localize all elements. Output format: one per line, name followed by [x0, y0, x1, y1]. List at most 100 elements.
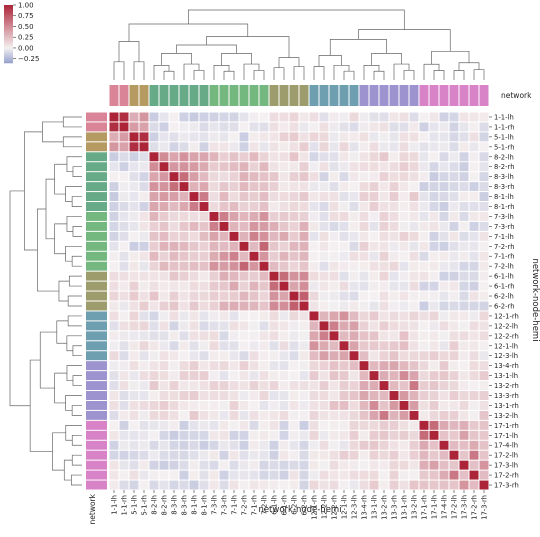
- heatmap-cell: [299, 142, 309, 152]
- heatmap-cell: [259, 400, 269, 410]
- column-tick-label: 7-1-lh: [231, 495, 239, 515]
- heatmap-cell: [369, 430, 379, 440]
- heatmap-cell: [159, 152, 169, 162]
- heatmap-cell: [339, 391, 349, 400]
- heatmap-cell: [179, 321, 189, 331]
- heatmap-cell: [159, 391, 169, 400]
- heatmap-cell: [429, 251, 439, 261]
- heatmap-cell: [129, 182, 139, 192]
- heatmap-cell: [109, 122, 119, 132]
- heatmap-cell: [129, 132, 139, 142]
- heatmap-cell: [159, 192, 169, 202]
- heatmap-cell: [109, 460, 119, 470]
- heatmap-cell: [149, 460, 159, 470]
- heatmap-cell: [179, 112, 189, 122]
- column-tick-label: 7-3-rh: [221, 495, 229, 516]
- heatmap-cell: [149, 271, 159, 281]
- colorbar-segment: [4, 54, 13, 56]
- heatmap-cell: [349, 152, 359, 162]
- colorbar-segment: [4, 51, 13, 53]
- heatmap-cell: [229, 361, 239, 371]
- heatmap-cell: [359, 251, 369, 261]
- heatmap-cell: [189, 281, 199, 291]
- heatmap-cell: [419, 301, 429, 311]
- heatmap-cell: [379, 291, 389, 301]
- heatmap-cell: [379, 211, 389, 221]
- heatmap-cell: [339, 112, 349, 122]
- heatmap-cell: [249, 202, 259, 211]
- heatmap-cell: [139, 460, 149, 470]
- heatmap-cell: [479, 162, 489, 172]
- heatmap-cell: [379, 281, 389, 291]
- heatmap-cell: [139, 221, 149, 231]
- heatmap-cell: [479, 271, 489, 281]
- heatmap-cell: [389, 251, 399, 261]
- heatmap-cell: [399, 182, 409, 192]
- heatmap-cell: [179, 301, 189, 311]
- heatmap-cell: [259, 341, 269, 351]
- heatmap-cell: [159, 301, 169, 311]
- heatmap-cell: [179, 381, 189, 391]
- heatmap-cell: [389, 371, 399, 381]
- column-tick-label: 12-1-rh: [311, 495, 319, 520]
- heatmap-cell: [119, 162, 129, 172]
- heatmap-cell: [129, 251, 139, 261]
- heatmap-cell: [319, 251, 329, 261]
- heatmap-cell: [459, 321, 469, 331]
- heatmap-cell: [359, 182, 369, 192]
- heatmap-cell: [289, 311, 299, 321]
- heatmap-cell: [229, 221, 239, 231]
- row-network-cell: [86, 440, 107, 450]
- dendrogram-link: [371, 53, 402, 66]
- row-network-cell: [86, 291, 107, 301]
- heatmap-cell: [169, 261, 179, 271]
- heatmap-cell: [279, 182, 289, 192]
- heatmap-cell: [369, 202, 379, 211]
- colorbar-segment: [4, 15, 13, 17]
- heatmap-cell: [329, 311, 339, 321]
- heatmap-cell: [169, 182, 179, 192]
- heatmap-cell: [349, 430, 359, 440]
- heatmap-cell: [199, 132, 209, 142]
- heatmap-cell: [289, 142, 299, 152]
- row-dendrogram: [9, 116, 82, 486]
- heatmap-cell: [269, 440, 279, 450]
- column-tick-label: 8-2-rh: [161, 495, 169, 516]
- heatmap-cell: [229, 271, 239, 281]
- colorbar-tick-label: 0.00: [18, 44, 34, 52]
- row-tick-label: 7-2-rh: [494, 243, 515, 251]
- heatmap-cell: [319, 400, 329, 410]
- row-tick-label: 7-1-rh: [494, 253, 515, 261]
- dendrogram-link: [453, 70, 465, 80]
- column-tick-label: 17-3-rh: [481, 495, 489, 520]
- heatmap-cell: [379, 231, 389, 241]
- heatmap-cell: [139, 301, 149, 311]
- heatmap-cell: [459, 231, 469, 241]
- heatmap-cell: [359, 271, 369, 281]
- heatmap-cell: [259, 241, 269, 251]
- colorbar-segment: [4, 24, 13, 26]
- colorbar-segment: [4, 26, 13, 28]
- heatmap-cell: [199, 311, 209, 321]
- heatmap-cell: [209, 410, 219, 420]
- dendrogram-link: [71, 474, 82, 486]
- heatmap-cell: [249, 132, 259, 142]
- heatmap-cell: [479, 361, 489, 371]
- heatmap-cell: [309, 132, 319, 142]
- heatmap-cell: [199, 410, 209, 420]
- dendrogram-link: [45, 178, 55, 240]
- colorbar-segment: [4, 34, 13, 37]
- heatmap-cell: [149, 470, 159, 480]
- heatmap-cell: [409, 162, 419, 172]
- heatmap-cell: [369, 291, 379, 301]
- heatmap-cell: [399, 221, 409, 231]
- heatmap-cell: [289, 301, 299, 311]
- row-network-cell: [86, 331, 107, 341]
- heatmap-cell: [109, 241, 119, 251]
- heatmap-cell: [369, 192, 379, 202]
- heatmap-cell: [249, 231, 259, 241]
- heatmap-cell: [149, 122, 159, 132]
- heatmap-cell: [219, 132, 229, 142]
- heatmap-cell: [429, 311, 439, 321]
- heatmap-cell: [209, 112, 219, 122]
